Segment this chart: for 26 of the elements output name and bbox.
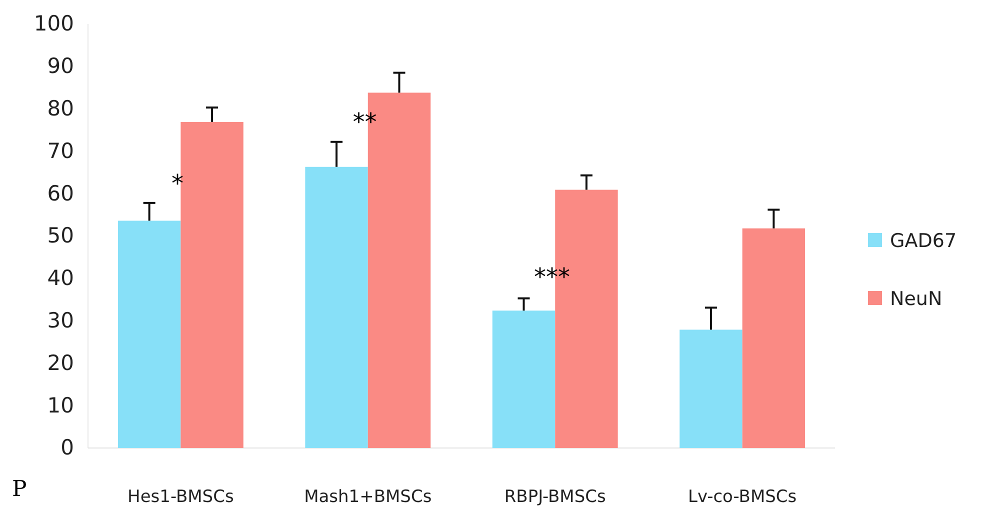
y-tick-label: 0 — [60, 436, 74, 460]
bar — [680, 330, 742, 448]
y-tick-label: 10 — [47, 393, 74, 418]
x-tick-label: Mash1+BMSCs — [304, 487, 432, 506]
y-tick-label: 30 — [47, 308, 74, 333]
x-tick-label: Hes1-BMSCs — [128, 487, 234, 506]
y-tick-label: 20 — [47, 350, 74, 375]
y-tick-label: 80 — [47, 96, 74, 121]
x-tick-label: RBPJ-BMSCs — [504, 487, 606, 506]
text: P — [12, 477, 27, 502]
annotation: *** — [534, 262, 570, 291]
y-tick-label: 90 — [47, 54, 74, 78]
annotation: * — [172, 169, 184, 198]
y-tick-label: 40 — [47, 266, 74, 290]
legend-label: NeuN — [890, 288, 942, 310]
y-tick-label: 100 — [34, 12, 74, 36]
bar — [492, 310, 556, 448]
bar — [742, 228, 806, 448]
bar — [305, 166, 368, 448]
y-tick-label: 70 — [47, 138, 74, 163]
x-tick-label: Lv-co-BMSCs — [688, 487, 797, 506]
y-tick-label: 50 — [47, 224, 74, 248]
annotation: ** — [352, 108, 377, 136]
legend-label: GAD67 — [890, 230, 957, 252]
bar — [118, 220, 181, 448]
y-tick-label: 60 — [47, 181, 74, 206]
